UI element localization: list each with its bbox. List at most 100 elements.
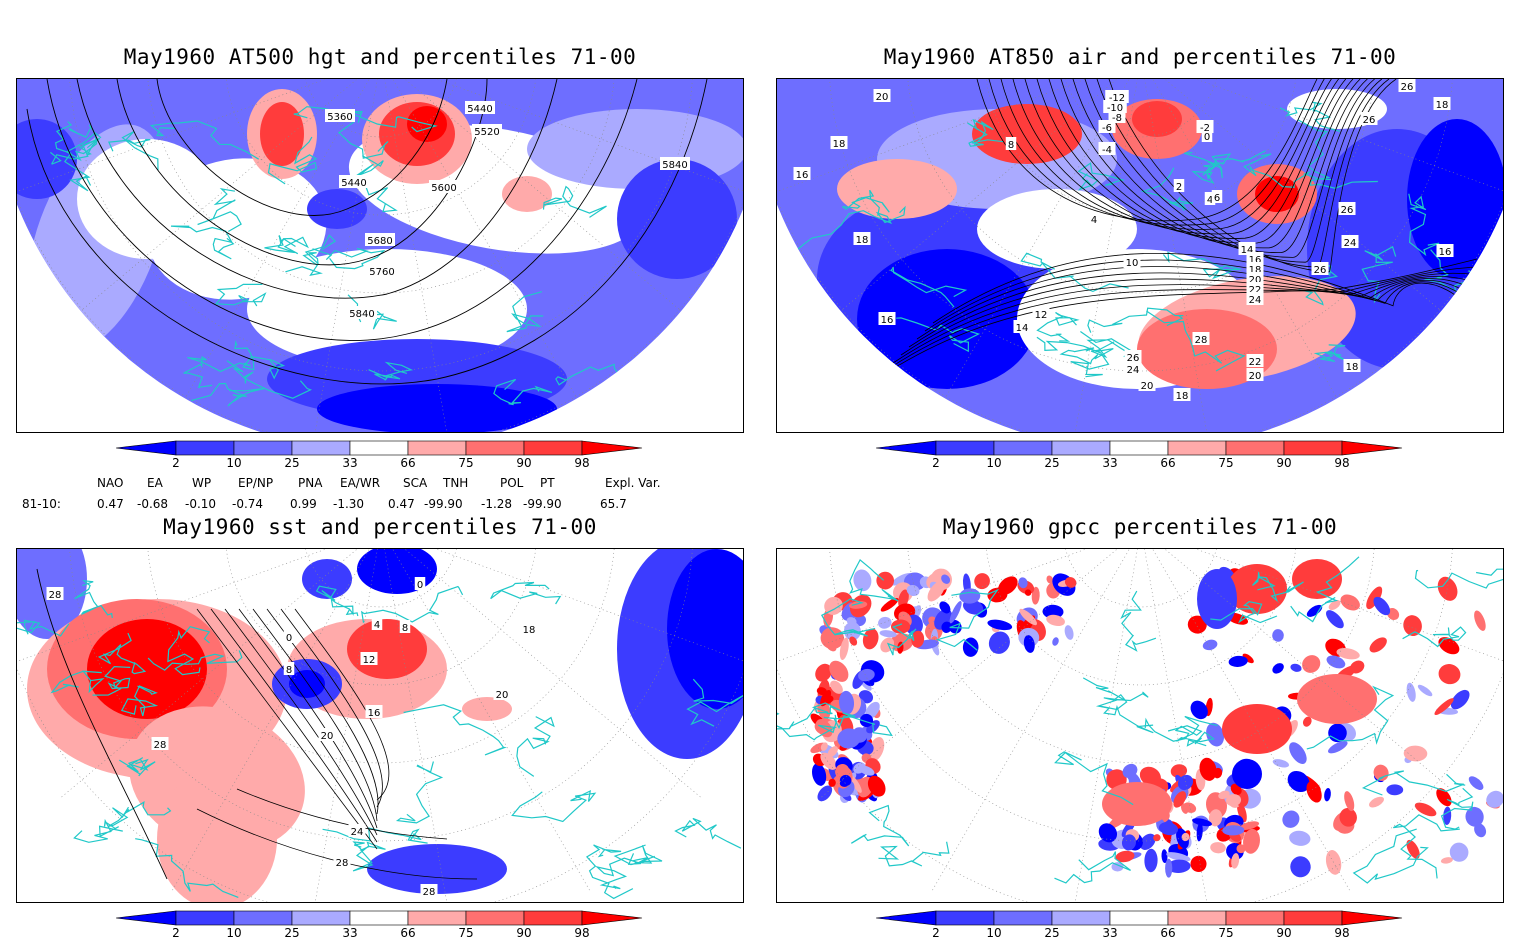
coastline xyxy=(50,670,105,694)
contour-label: 26 xyxy=(1401,82,1414,93)
contour-label-bg xyxy=(399,620,411,633)
colorbar-segment xyxy=(407,440,467,456)
coastline xyxy=(1176,715,1218,747)
colorbar-segment xyxy=(876,440,937,456)
anomaly-region xyxy=(1324,788,1331,802)
anomaly-region xyxy=(815,663,832,682)
coastline xyxy=(149,120,260,160)
coastline xyxy=(789,205,906,257)
map-panel-gpcc xyxy=(776,548,1504,903)
contour-label: 18 xyxy=(856,235,869,246)
anomaly-region xyxy=(1306,604,1323,617)
colorbar-tick-label: 90 xyxy=(1276,926,1292,940)
anomaly-region xyxy=(876,571,895,590)
contour-label-bg xyxy=(1398,79,1416,92)
contour-label: 14 xyxy=(1016,323,1029,334)
anomaly-region xyxy=(17,119,77,199)
contour-label: 2 xyxy=(1176,182,1182,193)
temperature-contour xyxy=(1060,79,1368,254)
anomaly-region xyxy=(1046,614,1065,627)
colorbar-segment xyxy=(1341,910,1403,926)
anomaly-region xyxy=(1231,853,1240,869)
anomaly-region xyxy=(820,742,828,751)
sst-contour xyxy=(36,568,168,880)
coastline xyxy=(1146,310,1246,372)
contour-label-bg xyxy=(1211,190,1223,203)
anomaly-region xyxy=(1272,759,1290,768)
colorbar-tick-label: 66 xyxy=(1160,456,1176,470)
anomaly-region xyxy=(820,627,844,650)
temperature-contour xyxy=(1012,79,1339,235)
anomaly-region xyxy=(830,680,843,694)
contour-label-bg xyxy=(1032,307,1050,320)
anomaly-region xyxy=(1366,586,1383,610)
colorbar-tick-label: 2 xyxy=(172,926,180,940)
contour-label: 0 xyxy=(1204,132,1210,143)
anomaly-region xyxy=(1153,834,1161,842)
anomaly-region xyxy=(1225,794,1242,807)
colorbar-segment xyxy=(993,440,1053,456)
contour-label: 24 xyxy=(1344,238,1357,249)
anomaly-region xyxy=(1328,741,1348,754)
anomaly-region xyxy=(906,584,920,597)
contour-label-bg xyxy=(151,737,169,750)
coastline xyxy=(395,761,444,824)
anomaly-region xyxy=(347,619,427,679)
colorbar-segment xyxy=(1051,440,1111,456)
anomaly-region xyxy=(289,670,325,698)
anomaly-region xyxy=(837,159,957,219)
anomaly-region xyxy=(1227,564,1287,614)
colorbar-segment xyxy=(233,440,293,456)
colorbar-segment xyxy=(581,440,643,456)
anomaly-region xyxy=(617,159,737,279)
colorbar-segment xyxy=(116,440,177,456)
contour-label-bg xyxy=(333,855,351,868)
anomaly-region xyxy=(839,774,852,787)
anomaly-region xyxy=(1180,803,1189,814)
coastline xyxy=(886,623,917,656)
coastline xyxy=(777,712,838,741)
index-value: -0.74 xyxy=(232,497,264,511)
panel-title-hgt: May1960 AT500 hgt and percentiles 71-00 xyxy=(123,45,637,69)
contour-label: 26 xyxy=(1363,115,1376,126)
contour-label: 16 xyxy=(881,315,894,326)
anomaly-region xyxy=(987,587,1008,603)
anomaly-region xyxy=(812,763,827,786)
anomaly-region xyxy=(817,785,833,802)
colorbar-segment xyxy=(993,910,1053,926)
coastline xyxy=(1393,814,1460,879)
coastline xyxy=(1095,691,1154,734)
temperature-contour xyxy=(900,275,1478,356)
anomaly-region xyxy=(1465,806,1484,827)
colorbar-tick-label: 98 xyxy=(574,926,590,940)
contour-label: 5840 xyxy=(662,160,687,171)
colorbar-tick-label: 90 xyxy=(516,456,532,470)
contour-label-bg xyxy=(1343,359,1361,372)
colorbar-graphic xyxy=(876,910,1403,926)
coastline xyxy=(74,580,113,618)
coastline xyxy=(285,234,337,276)
contour-label-bg xyxy=(853,232,871,245)
contour-label: 5360 xyxy=(327,112,352,123)
contour-label-bg xyxy=(1173,179,1185,192)
coastline xyxy=(585,844,634,900)
anomaly-region xyxy=(867,775,886,797)
coastline xyxy=(73,818,123,843)
coastline xyxy=(1210,601,1278,624)
contour-label-bg xyxy=(1196,120,1214,133)
latitude-gridline xyxy=(984,79,1298,216)
contour-label-bg xyxy=(1013,320,1031,333)
anomaly-region xyxy=(1144,848,1158,873)
colorbar-tick-label: 25 xyxy=(1044,456,1060,470)
anomaly-region xyxy=(1237,801,1247,823)
contour-label: 4 xyxy=(1091,215,1097,226)
coastline xyxy=(1120,590,1157,652)
anomaly-region xyxy=(1272,663,1284,674)
colorbar-segment xyxy=(349,440,409,456)
coastline xyxy=(686,678,743,727)
anomaly-region xyxy=(1328,599,1341,611)
coastline xyxy=(1367,386,1416,425)
index-value: 65.7 xyxy=(600,497,627,511)
anomaly-region xyxy=(1139,766,1161,787)
contour-label: 12 xyxy=(1035,310,1048,321)
